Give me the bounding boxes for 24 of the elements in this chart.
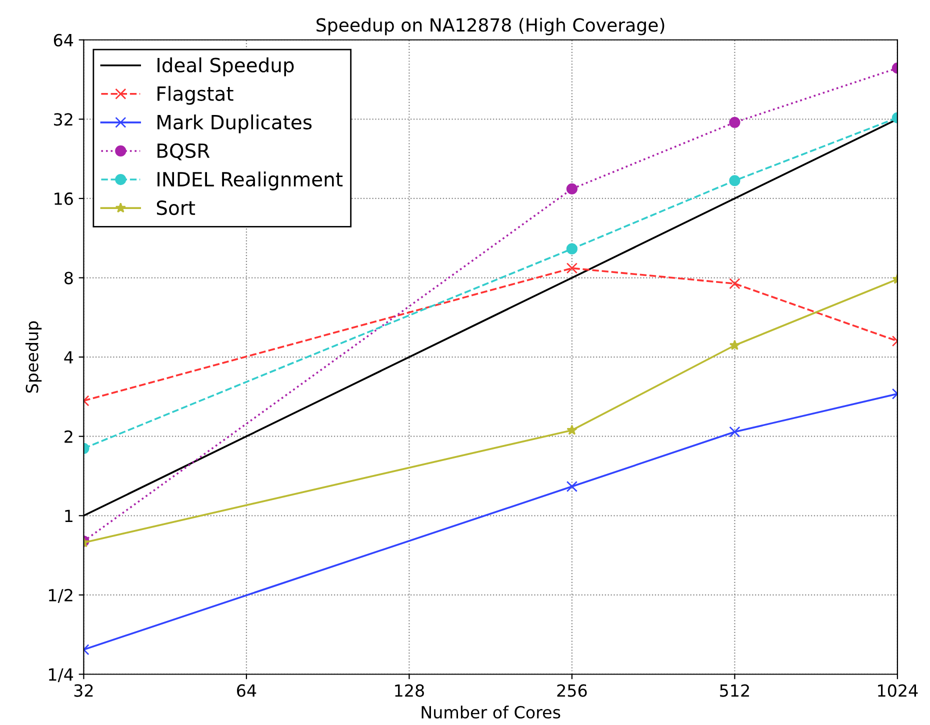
y-tick-label: 1/2 [48, 588, 72, 603]
x-tick-label: 1024 [878, 684, 918, 697]
x-tick-label: 128 [395, 684, 424, 697]
y-tick-label: 2 [64, 430, 72, 443]
legend-label: INDEL Realignment [158, 172, 343, 190]
legend-label: Sort [156, 200, 196, 216]
legend-label: Mark Duplicates [158, 114, 312, 134]
y-axis-title: Speedup [25, 321, 42, 393]
y-tick-label: 1 [65, 510, 72, 522]
x-tick-label: 32 [74, 684, 93, 697]
x-tick-label: 512 [720, 684, 749, 697]
y-tick-label: 4 [64, 351, 74, 364]
y-tick-label: 16 [54, 192, 73, 206]
x-tick-label: 256 [557, 684, 587, 697]
y-tick-label: 8 [64, 272, 73, 284]
y-tick-label: 64 [54, 34, 74, 46]
x-axis-title: Number of Cores [422, 706, 560, 719]
legend-label: BQSR [158, 143, 210, 160]
legend-label: Flagstat [158, 86, 234, 105]
chart-title: Speedup on NA12878 (High Coverage) [316, 18, 664, 36]
x-tick-label: 64 [237, 684, 256, 697]
y-tick-label: 32 [54, 113, 72, 126]
y-tick-label: 1/4 [48, 668, 74, 682]
legend-label: Ideal Speedup [158, 57, 294, 76]
